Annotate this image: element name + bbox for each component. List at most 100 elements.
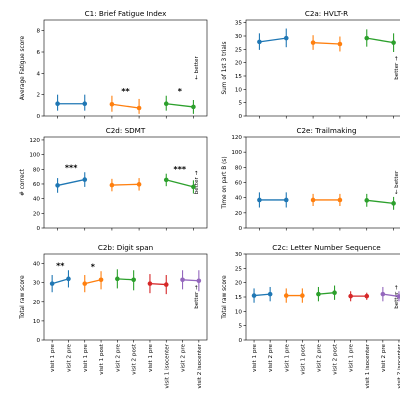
panel-title: C2c: Letter Number Sequence — [272, 243, 381, 252]
y-tick-label: 8 — [36, 29, 40, 35]
x-tick-label: visit 2 pre — [181, 343, 187, 371]
x-tick-label: visit 1 pre — [50, 343, 56, 371]
data-point — [337, 197, 343, 203]
series-line — [57, 178, 85, 187]
data-point — [163, 282, 169, 287]
data-point — [98, 277, 104, 283]
series-pair — [380, 286, 400, 302]
panel-0: C1: Brief Fatigue Index 0 2 4 6 8 Average Fati… — [20, 9, 208, 120]
data-point — [109, 182, 115, 188]
y-tick-label: 0 — [238, 226, 242, 232]
y-tick-label: 20 — [33, 211, 41, 217]
data-point — [82, 281, 88, 286]
y-axis-label: Time on part B (s) — [222, 156, 228, 209]
data-point — [257, 197, 262, 203]
y-tick-label: 35 — [235, 21, 243, 27]
x-tick-label: visit 1 pre — [349, 343, 355, 371]
panel-1: C2a: HVLT-R 0 5 10 15 20 25 30 35 Sum of 1st 3 tr… — [222, 9, 400, 120]
data-point — [283, 197, 289, 203]
x-tick-label: visit 2 pre — [66, 343, 72, 371]
series-pair: *** — [55, 164, 88, 193]
x-tick-label: visit 2 pre — [115, 343, 121, 371]
y-axis-label: Total raw score — [222, 275, 228, 320]
y-tick-label: 0 — [36, 338, 40, 344]
y-tick-label: 20 — [235, 61, 243, 67]
series-pair — [257, 28, 289, 50]
plot-frame — [43, 136, 208, 229]
y-axis-label: Average Fatigue score — [20, 35, 26, 100]
data-point — [196, 278, 202, 284]
data-point — [391, 40, 396, 45]
y-tick-label: 30 — [235, 252, 243, 258]
data-point — [115, 276, 120, 282]
x-tick-label: visit 1 pre — [252, 343, 258, 371]
data-point — [55, 101, 60, 107]
y-tick-label: 0 — [238, 338, 242, 344]
series-pair: *** — [163, 165, 196, 194]
y-tick-label: 100 — [231, 150, 242, 156]
series-line — [166, 179, 194, 188]
x-tick-label: visit 2 pre — [316, 343, 322, 371]
series-pair — [251, 286, 273, 303]
data-point — [136, 182, 142, 187]
y-tick-label: 10 — [235, 309, 243, 315]
y-tick-label: 40 — [235, 196, 243, 202]
y-tick-label: 25 — [235, 47, 243, 53]
data-point — [82, 101, 88, 107]
significance-marker: *** — [174, 165, 187, 174]
x-tick-label: visit 1 post — [300, 343, 306, 375]
x-tick-label: visit 1 post — [99, 343, 105, 375]
y-tick-label: 30 — [235, 34, 243, 40]
series-line — [111, 183, 140, 186]
series-pair: * — [163, 87, 196, 114]
significance-marker: *** — [65, 164, 78, 173]
series-line — [111, 103, 140, 109]
better-direction-label: ← better — [394, 170, 400, 194]
data-point — [332, 290, 337, 296]
series-pair: ** — [49, 262, 71, 293]
x-tick-label: visit 1 pre — [83, 343, 89, 371]
data-point — [251, 293, 257, 298]
data-point — [391, 201, 396, 206]
y-tick-label: 40 — [33, 262, 41, 268]
x-tick-label: visit 2 pre — [381, 343, 387, 371]
series-line — [382, 293, 400, 298]
y-tick-label: 2 — [36, 93, 40, 99]
data-point — [49, 281, 55, 286]
better-direction-label: better → — [194, 285, 200, 309]
y-axis-label: Sum of 1st 3 trials — [222, 41, 228, 94]
data-point — [337, 41, 343, 47]
data-point — [163, 101, 169, 107]
data-point — [109, 101, 115, 107]
y-tick-label: 4 — [36, 71, 40, 77]
plot-frame — [43, 19, 208, 117]
data-point — [267, 291, 273, 297]
data-point — [191, 184, 196, 190]
y-tick-label: 80 — [235, 165, 243, 171]
x-tick-label: visit 1 pre — [148, 343, 154, 371]
series-pair — [348, 291, 370, 302]
data-point — [364, 198, 370, 203]
panel-2: C2d: SDMT 0 20 40 60 80 100 120 # correct better … — [20, 126, 208, 232]
series-pair — [310, 35, 343, 52]
panel-title: C2b: Digit span — [98, 243, 153, 252]
y-tick-label: 15 — [235, 295, 243, 301]
significance-marker: * — [178, 87, 183, 96]
y-tick-label: 25 — [235, 266, 243, 272]
panel-title: C2d: SDMT — [106, 126, 146, 135]
y-tick-label: 5 — [238, 101, 242, 107]
x-tick-label: visit 2 post — [132, 343, 138, 375]
y-tick-label: 20 — [235, 211, 243, 217]
y-tick-label: 15 — [235, 74, 243, 80]
data-point — [348, 293, 353, 299]
series-pair — [283, 288, 305, 303]
y-tick-label: 20 — [33, 300, 41, 306]
series-pair: ** — [109, 87, 142, 114]
y-tick-label: 40 — [33, 197, 41, 203]
plot-frame — [245, 136, 400, 229]
panel-3: C2e: Trailmaking 0 20 40 60 80 100 120 Time on p… — [222, 126, 400, 232]
series-line — [366, 199, 394, 205]
data-point — [316, 291, 321, 297]
data-point — [283, 35, 289, 41]
